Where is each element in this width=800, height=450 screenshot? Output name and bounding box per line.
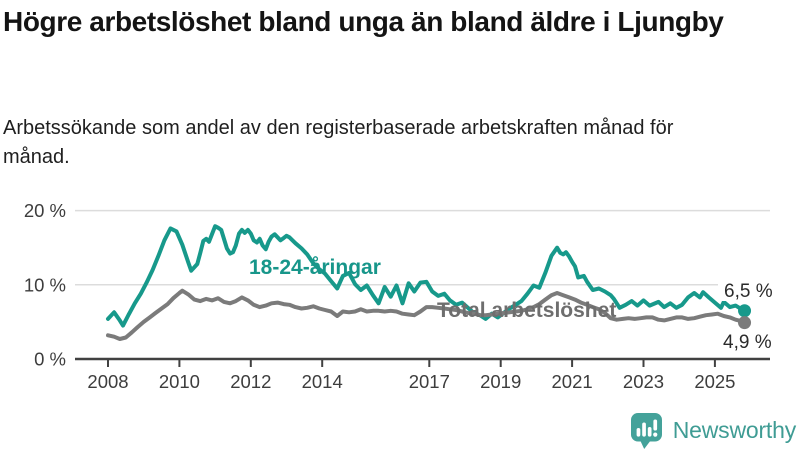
x-tick-label: 2023 bbox=[623, 371, 664, 392]
end-label-bg bbox=[718, 280, 774, 301]
x-tick-label: 2008 bbox=[87, 371, 128, 392]
end-value-label-1: 4,9 % bbox=[723, 332, 772, 353]
x-tick-label: 2010 bbox=[159, 371, 200, 392]
y-tick-label: 20 % bbox=[24, 200, 66, 221]
chart-title: Högre arbetslöshet bland unga än bland ä… bbox=[3, 6, 724, 37]
x-tick-label: 2019 bbox=[480, 371, 521, 392]
newsworthy-icon bbox=[630, 413, 662, 449]
end-value-label-0: 6,5 % bbox=[724, 281, 773, 302]
newsworthy-logo: Newsworthy bbox=[628, 410, 796, 450]
end-dot-1 bbox=[738, 316, 752, 330]
series-line-0 bbox=[106, 224, 747, 328]
x-tick-label: 2012 bbox=[230, 371, 271, 392]
series-line-1 bbox=[106, 288, 747, 341]
y-tick-label: 0 % bbox=[34, 349, 66, 370]
x-tick-label: 2025 bbox=[694, 371, 735, 392]
newsworthy-wordmark: Newsworthy bbox=[672, 417, 796, 443]
x-tick-label: 2021 bbox=[552, 371, 593, 392]
x-tick-label: 2014 bbox=[302, 371, 343, 392]
series-label-0: 18-24-åringar bbox=[249, 256, 381, 279]
chart-subtitle: Arbetssökande som andel av den registerb… bbox=[3, 117, 674, 168]
unemployment-line-chart: 2008 2010 2012 2014 2017 2019 2021 2023 2025 0 % 1… bbox=[24, 200, 774, 392]
x-tick-label: 2017 bbox=[409, 371, 450, 392]
end-dot-0 bbox=[738, 304, 752, 318]
y-tick-label: 10 % bbox=[24, 274, 66, 295]
series-label-1: Total arbetslöshet bbox=[437, 299, 616, 322]
